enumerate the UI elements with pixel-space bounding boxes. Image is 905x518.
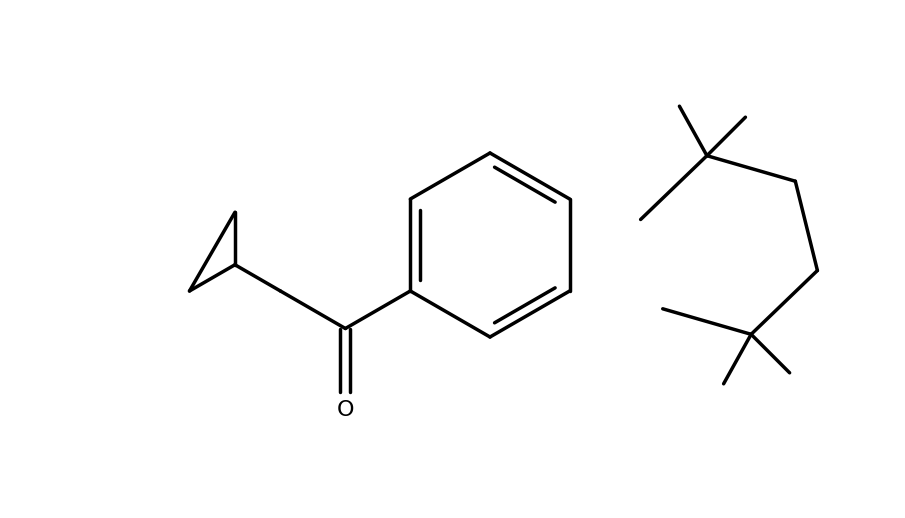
Text: O: O bbox=[337, 400, 354, 420]
